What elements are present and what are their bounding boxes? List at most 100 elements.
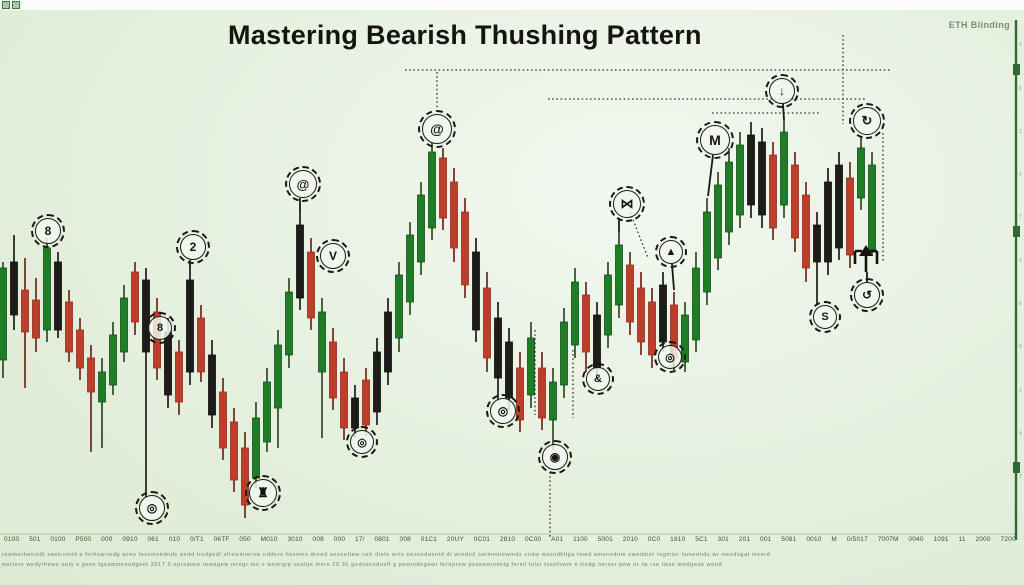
candle-body [351, 397, 359, 429]
candle-body [824, 181, 832, 263]
x-tick-label: 1810 [670, 536, 686, 543]
candle-body [846, 177, 854, 256]
candle-body [582, 294, 590, 353]
annotation-badge: S [809, 301, 841, 333]
x-tick-label: 0801 [374, 536, 390, 543]
candle-body [406, 234, 414, 303]
x-tick-label: 301 [717, 536, 729, 543]
y-tick-label: 4 [1019, 431, 1022, 437]
annotation-badge: ♜ [245, 475, 281, 511]
y-tick-label: 7 [1019, 214, 1022, 220]
x-axis: 0100 501 0100 P500 000 0910 061 010 0/T1 06TF 050 M… [4, 536, 1016, 543]
candle-body [252, 417, 260, 479]
x-tick-label: 1100 [573, 536, 588, 543]
x-tick-label: 0010 [806, 536, 822, 543]
candle-body [10, 261, 18, 316]
y-tick-label: 2 [1019, 258, 1022, 264]
x-tick-label: 17/ [355, 536, 365, 543]
x-tick-label: 7200 [1000, 536, 1016, 543]
annotation-badge: ▲ [655, 236, 687, 268]
candle-body [329, 341, 337, 399]
candle-body [868, 164, 876, 253]
candle-body [340, 371, 348, 429]
annotation-badge: ↺ [850, 278, 884, 312]
candle-body [87, 357, 95, 393]
candle-body [648, 301, 656, 356]
candle-body [571, 281, 579, 346]
candle-body [681, 314, 689, 363]
x-tick-label: 0100 [4, 536, 20, 543]
candle-body [450, 181, 458, 249]
candle-body [98, 371, 106, 403]
candle-body [725, 161, 733, 233]
candle-body [615, 244, 623, 306]
x-tick-label: A01 [551, 536, 564, 543]
y-tick-label: 2 [1019, 42, 1022, 48]
candle-body [857, 147, 865, 199]
candle-body [186, 279, 194, 373]
x-tick-label: 06TF [213, 536, 230, 543]
candle-body [43, 247, 51, 331]
annotation-badge: 2 [176, 230, 210, 264]
logo-square-icon [2, 1, 10, 9]
price-axis-tick [1013, 64, 1020, 75]
candle-body [21, 289, 29, 333]
price-axis-tick [1013, 226, 1020, 237]
x-tick-label: M [831, 536, 838, 543]
x-tick-label: 501 [29, 536, 41, 543]
candle-body [362, 379, 370, 426]
x-tick-label: 010 [168, 536, 181, 543]
candle-body [626, 264, 634, 323]
candle-body [560, 321, 568, 386]
candle-body [153, 311, 161, 369]
annotation-badge: ◉ [538, 440, 572, 474]
candle-body [131, 271, 139, 323]
logo-square-icon [12, 1, 20, 9]
candle-body [747, 134, 755, 206]
x-tick-label: 001 [760, 536, 772, 543]
x-tick-label: 061 [147, 536, 159, 543]
annotation-badge: ◎ [654, 341, 686, 373]
annotation-dashed-line [629, 211, 649, 259]
x-tick-label: 0910 [122, 536, 138, 543]
y-tick-label: 5 [1019, 172, 1022, 178]
candle-body [791, 164, 799, 239]
candle-body [549, 381, 557, 421]
candle-body [703, 211, 711, 293]
logo-mark [2, 1, 20, 9]
candle-body [527, 337, 535, 396]
top-strip [0, 0, 1024, 10]
candle-body [428, 151, 436, 229]
x-tick-label: 20UY [446, 536, 464, 543]
annotation-connector-line [707, 154, 714, 197]
y-tick-label: 6 [1019, 86, 1022, 92]
x-tick-label: 0/5017 [846, 536, 868, 543]
candle-body [65, 301, 73, 353]
x-tick-label: 0/T1 [189, 536, 204, 543]
x-tick-label: 0C00 [524, 536, 542, 543]
x-tick-label: P500 [75, 536, 92, 543]
annotation-badge: V [316, 239, 350, 273]
candle-body [593, 314, 601, 369]
annotation-badge: @ [418, 110, 456, 148]
x-tick-label: 008 [399, 536, 411, 543]
x-tick-label: 3010 [287, 536, 303, 543]
candle-body [384, 311, 392, 373]
x-tick-label: 201 [738, 536, 751, 543]
annotation-badge: ◎ [346, 426, 378, 458]
candle-body [758, 141, 766, 216]
annotation-badge: ↻ [849, 103, 885, 139]
x-tick-label: 5081 [781, 536, 797, 543]
annotation-badge: ◎ [135, 491, 169, 525]
candle-body [219, 391, 227, 449]
candle-body [230, 421, 238, 481]
candle-body [604, 274, 612, 336]
candle-body [637, 287, 645, 343]
candle-body [120, 297, 128, 353]
annotation-badge: 8 [31, 214, 65, 248]
candle-body [516, 367, 524, 421]
x-tick-label: 5C1 [695, 536, 708, 543]
page-title: Mastering Bearish Thushing Pattern [228, 20, 702, 50]
